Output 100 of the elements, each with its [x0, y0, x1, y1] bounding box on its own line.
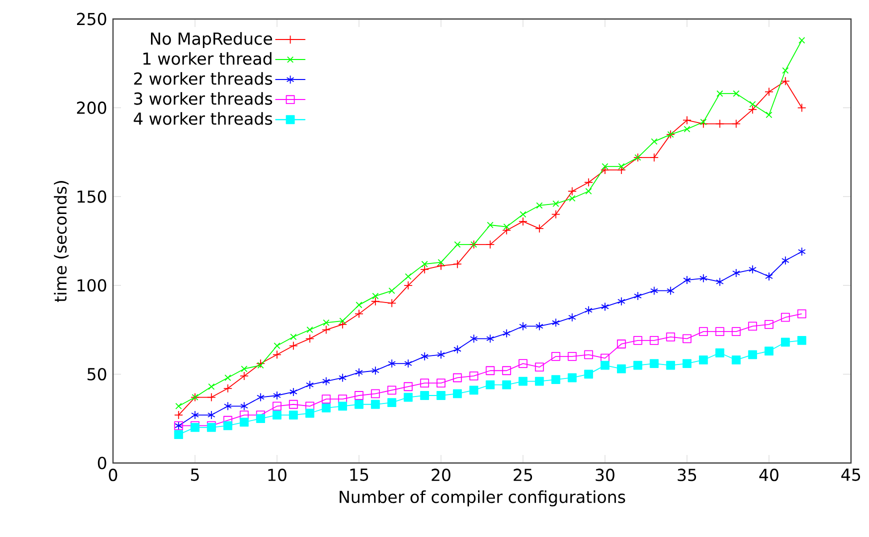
point — [780, 312, 790, 322]
point — [354, 400, 364, 409]
point — [797, 309, 806, 318]
point — [535, 322, 544, 331]
point — [273, 391, 281, 400]
point — [438, 259, 444, 266]
point — [370, 296, 380, 306]
point — [486, 334, 494, 344]
point — [371, 366, 380, 376]
point — [600, 360, 610, 370]
point — [634, 292, 642, 300]
point — [272, 410, 282, 420]
point — [600, 354, 610, 363]
point — [240, 372, 249, 380]
point — [240, 410, 249, 420]
point — [502, 366, 512, 376]
x-tick-label: 20 — [432, 468, 450, 482]
y-tick-label: 50 — [88, 368, 106, 380]
point — [748, 264, 757, 274]
point — [782, 67, 789, 74]
point — [715, 119, 724, 128]
point — [223, 384, 232, 393]
point — [486, 380, 495, 390]
point — [551, 375, 560, 384]
x-tick-label: 5 — [191, 468, 199, 481]
point — [387, 398, 396, 408]
point — [584, 370, 594, 379]
point — [452, 260, 462, 269]
point — [420, 378, 430, 388]
point — [650, 153, 659, 162]
point — [616, 364, 626, 374]
point — [780, 338, 790, 347]
point — [650, 286, 658, 296]
point — [338, 320, 348, 329]
legend-label: 4 worker threads — [134, 112, 272, 125]
y-tick-label: 200 — [77, 102, 106, 114]
point — [257, 362, 264, 369]
point — [698, 119, 708, 128]
point — [420, 391, 430, 400]
point — [518, 376, 528, 386]
point — [420, 264, 430, 274]
point — [387, 386, 396, 395]
point — [601, 302, 609, 312]
point — [797, 336, 806, 345]
point — [404, 392, 413, 402]
point — [274, 342, 280, 350]
point — [568, 373, 577, 382]
point — [486, 240, 495, 249]
point — [240, 366, 248, 372]
point — [716, 90, 724, 97]
point — [732, 90, 740, 97]
point — [568, 195, 576, 202]
point — [684, 126, 690, 132]
point — [469, 372, 478, 380]
point — [732, 268, 740, 278]
point — [748, 105, 758, 114]
point — [256, 359, 266, 368]
point — [568, 312, 576, 322]
point — [552, 318, 560, 328]
point — [748, 350, 758, 360]
point — [520, 211, 526, 218]
point — [420, 352, 429, 361]
point — [551, 352, 560, 361]
point — [208, 383, 215, 390]
x-tick-label: 40 — [759, 468, 778, 482]
point — [338, 394, 348, 404]
point — [354, 391, 364, 400]
point — [206, 392, 216, 402]
point — [502, 328, 511, 338]
point — [568, 186, 577, 196]
point — [584, 306, 593, 315]
point — [551, 210, 560, 219]
point — [650, 336, 659, 345]
point — [372, 292, 379, 300]
point — [698, 356, 708, 364]
point — [470, 334, 478, 344]
point — [584, 178, 594, 187]
point — [288, 400, 298, 409]
point — [633, 336, 642, 345]
point — [174, 410, 184, 420]
x-tick-label: 0 — [108, 468, 118, 482]
point — [536, 202, 543, 209]
x-axis-title: Number of compiler configurations — [340, 490, 626, 506]
point — [354, 309, 364, 318]
point — [338, 373, 347, 382]
point — [306, 380, 314, 390]
point — [322, 319, 330, 326]
point — [650, 359, 659, 368]
x-tick-label: 10 — [268, 468, 286, 482]
point — [454, 241, 461, 248]
point — [617, 296, 626, 306]
point — [404, 273, 412, 280]
point — [486, 222, 494, 228]
legend-label: No MapReduce — [150, 32, 272, 48]
point — [602, 163, 608, 170]
point — [798, 37, 806, 44]
point — [305, 402, 314, 411]
y-axis-title: time (seconds) — [54, 181, 69, 302]
point — [436, 391, 446, 400]
point — [224, 402, 232, 411]
